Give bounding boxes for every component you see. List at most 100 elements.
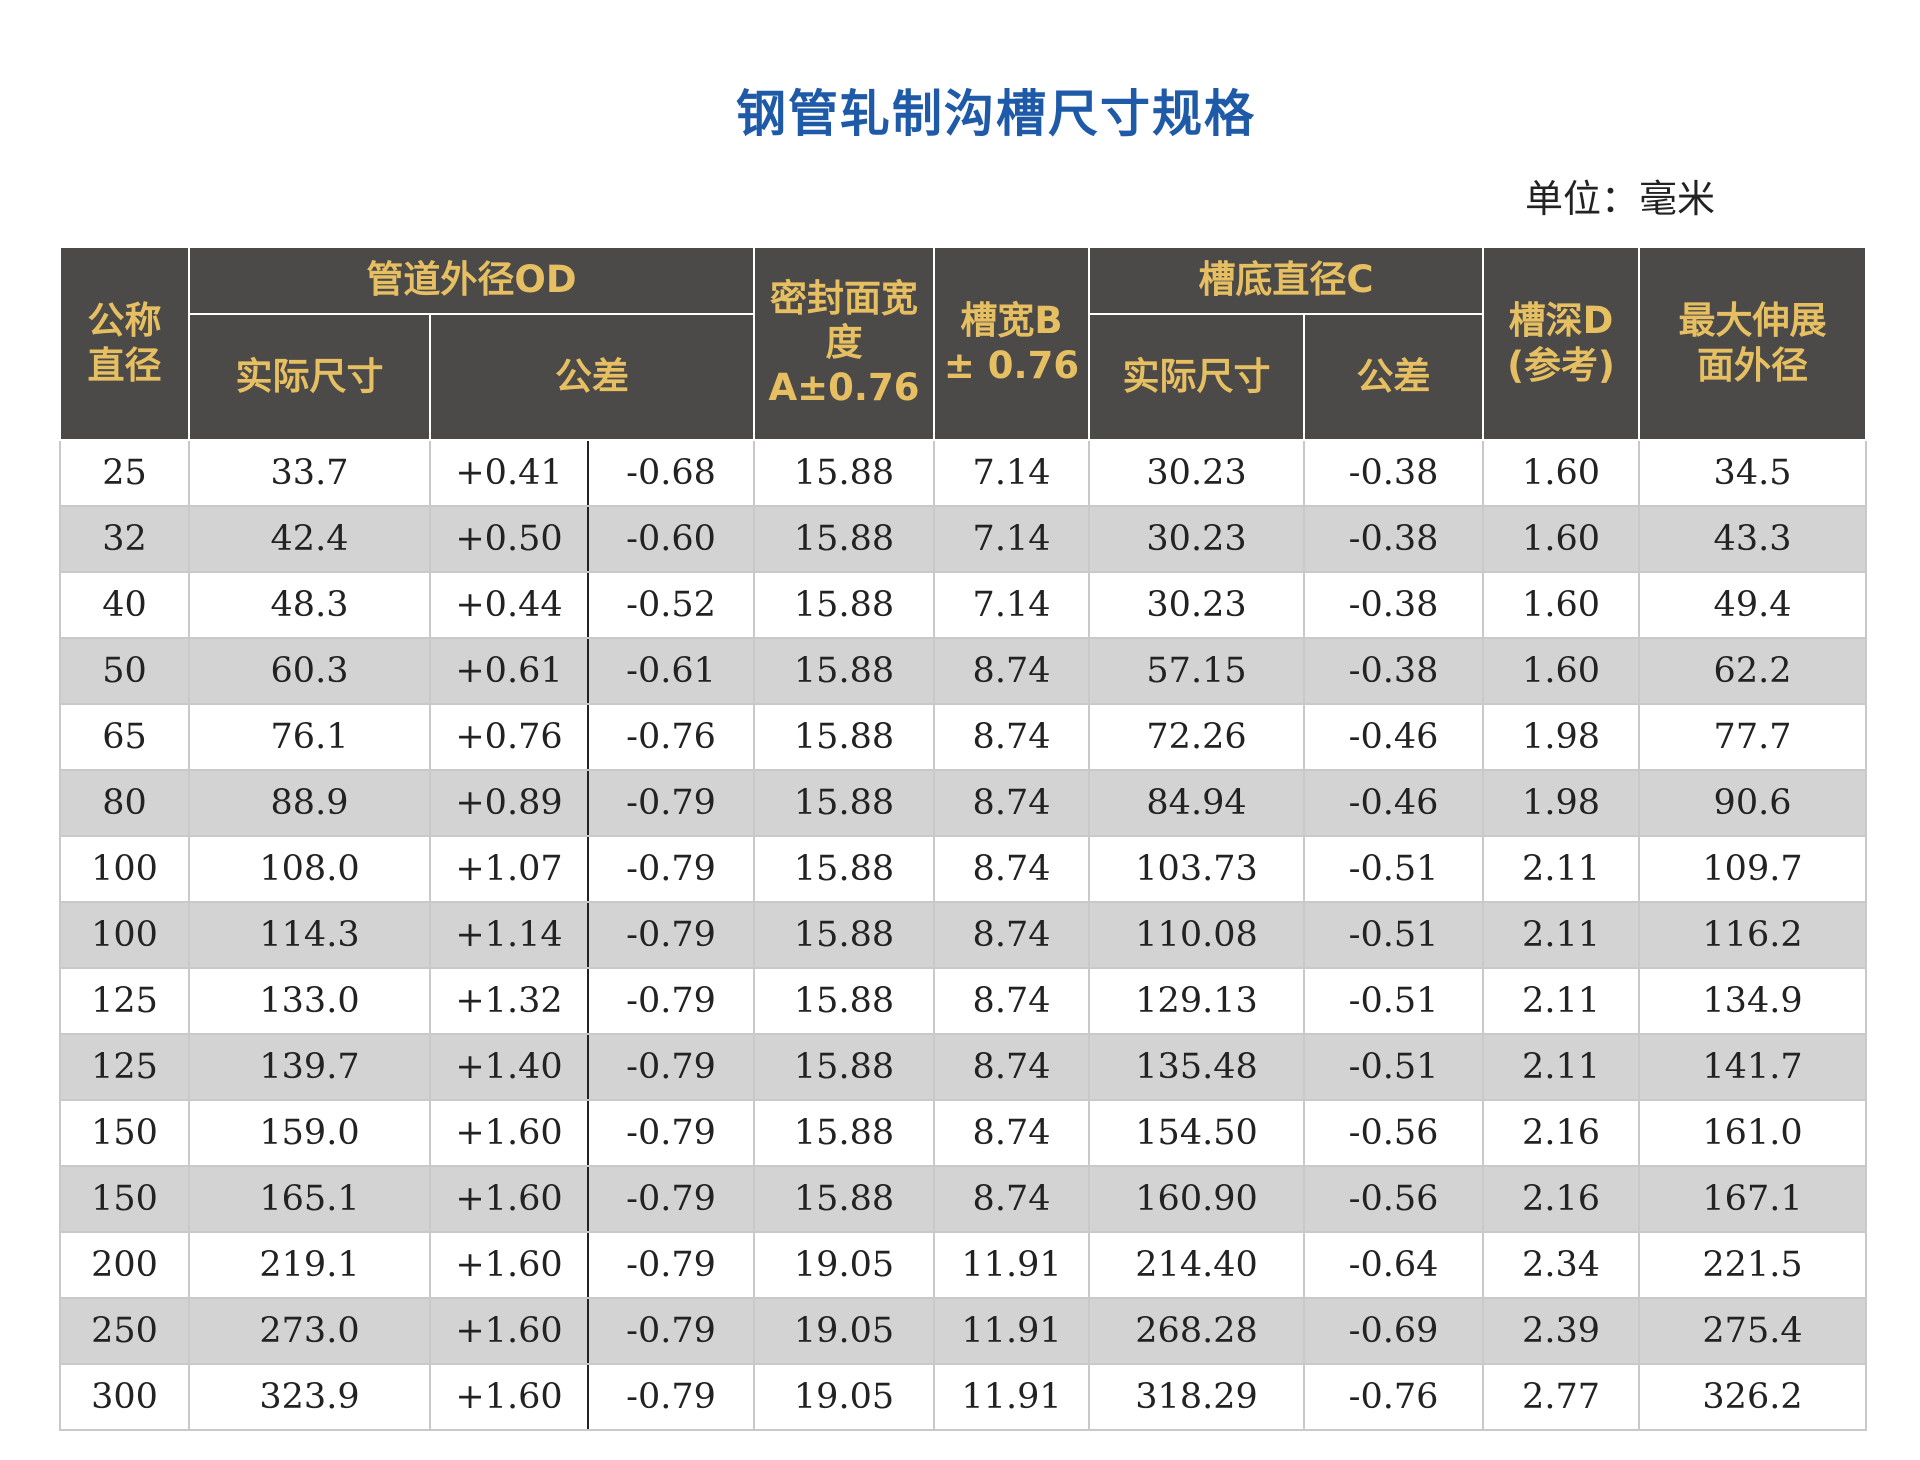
cell-od-actual: 159.0: [188, 1099, 431, 1167]
cell-groove-dia: 72.26: [1088, 703, 1306, 771]
cell-od-tol-minus: -0.79: [586, 1363, 756, 1431]
header-groove-depth: 槽深D (参考): [1482, 246, 1641, 441]
cell-od-actual: 323.9: [188, 1363, 431, 1431]
cell-max-expansion: 221.5: [1638, 1231, 1868, 1299]
cell-groove-dia-tol: -0.46: [1303, 703, 1485, 771]
cell-groove-width: 8.74: [933, 769, 1091, 837]
cell-seal-width: 15.88: [753, 967, 936, 1035]
cell-groove-width: 8.74: [933, 1099, 1091, 1167]
cell-groove-dia-tol: -0.76: [1303, 1363, 1485, 1431]
cell-groove-depth: 1.60: [1482, 637, 1641, 705]
cell-od-tol-plus: +1.32: [429, 967, 589, 1035]
cell-groove-dia: 160.90: [1088, 1165, 1306, 1233]
cell-groove-dia-tol: -0.56: [1303, 1165, 1485, 1233]
cell-od-actual: 33.7: [188, 439, 431, 507]
cell-groove-width: 11.91: [933, 1297, 1091, 1365]
cell-groove-width: 7.14: [933, 505, 1091, 573]
cell-nominal: 300: [59, 1363, 190, 1431]
cell-nominal: 40: [59, 571, 190, 639]
cell-groove-depth: 2.16: [1482, 1165, 1641, 1233]
cell-od-actual: 88.9: [188, 769, 431, 837]
cell-groove-dia: 154.50: [1088, 1099, 1306, 1167]
cell-od-tol-plus: +1.60: [429, 1363, 589, 1431]
cell-groove-dia: 30.23: [1088, 571, 1306, 639]
cell-nominal: 125: [59, 1033, 190, 1101]
cell-nominal: 100: [59, 901, 190, 969]
cell-od-tol-plus: +1.60: [429, 1231, 589, 1299]
cell-nominal: 25: [59, 439, 190, 507]
cell-max-expansion: 43.3: [1638, 505, 1868, 573]
cell-groove-depth: 2.11: [1482, 835, 1641, 903]
header-nominal-diameter: 公称直径: [59, 246, 190, 441]
cell-seal-width: 15.88: [753, 571, 936, 639]
cell-seal-width: 15.88: [753, 703, 936, 771]
cell-groove-dia-tol: -0.51: [1303, 1033, 1485, 1101]
cell-nominal: 100: [59, 835, 190, 903]
cell-od-tol-plus: +1.60: [429, 1099, 589, 1167]
cell-groove-dia-tol: -0.38: [1303, 439, 1485, 507]
cell-od-tol-plus: +1.60: [429, 1297, 589, 1365]
cell-nominal: 50: [59, 637, 190, 705]
cell-groove-dia: 268.28: [1088, 1297, 1306, 1365]
table-row: 250 273.0 +1.60 -0.79 19.05 11.91 268.28…: [59, 1297, 1868, 1365]
cell-nominal: 150: [59, 1099, 190, 1167]
cell-od-actual: 76.1: [188, 703, 431, 771]
cell-groove-depth: 2.39: [1482, 1297, 1641, 1365]
cell-groove-dia: 214.40: [1088, 1231, 1306, 1299]
cell-od-tol-minus: -0.79: [586, 1033, 756, 1101]
cell-max-expansion: 326.2: [1638, 1363, 1868, 1431]
cell-groove-depth: 2.77: [1482, 1363, 1641, 1431]
cell-nominal: 125: [59, 967, 190, 1035]
cell-nominal: 150: [59, 1165, 190, 1233]
cell-od-tol-minus: -0.79: [586, 1297, 756, 1365]
cell-od-actual: 48.3: [188, 571, 431, 639]
cell-groove-width: 8.74: [933, 703, 1091, 771]
cell-od-tol-plus: +1.40: [429, 1033, 589, 1101]
cell-max-expansion: 141.7: [1638, 1033, 1868, 1101]
cell-groove-depth: 1.60: [1482, 571, 1641, 639]
cell-seal-width: 15.88: [753, 769, 936, 837]
cell-od-tol-plus: +1.07: [429, 835, 589, 903]
cell-od-actual: 60.3: [188, 637, 431, 705]
header-groove-diameter-group: 槽底直径C: [1088, 246, 1485, 315]
cell-groove-dia-tol: -0.51: [1303, 967, 1485, 1035]
cell-seal-width: 15.88: [753, 901, 936, 969]
cell-nominal: 32: [59, 505, 190, 573]
cell-max-expansion: 77.7: [1638, 703, 1868, 771]
cell-groove-depth: 2.11: [1482, 1033, 1641, 1101]
cell-groove-dia: 30.23: [1088, 439, 1306, 507]
groove-spec-table: 公称直径 管道外径OD 密封面宽度A±0.76 槽宽B ± 0.76 槽底直径C…: [59, 246, 1868, 1431]
cell-groove-dia-tol: -0.64: [1303, 1231, 1485, 1299]
cell-od-tol-plus: +0.89: [429, 769, 589, 837]
cell-nominal: 200: [59, 1231, 190, 1299]
cell-od-tol-minus: -0.79: [586, 1165, 756, 1233]
table-row: 25 33.7 +0.41 -0.68 15.88 7.14 30.23 -0.…: [59, 439, 1868, 507]
cell-groove-depth: 1.60: [1482, 439, 1641, 507]
cell-groove-depth: 2.34: [1482, 1231, 1641, 1299]
cell-max-expansion: 90.6: [1638, 769, 1868, 837]
cell-groove-dia-tol: -0.38: [1303, 637, 1485, 705]
table-row: 32 42.4 +0.50 -0.60 15.88 7.14 30.23 -0.…: [59, 505, 1868, 573]
cell-od-tol-minus: -0.52: [586, 571, 756, 639]
cell-groove-depth: 2.16: [1482, 1099, 1641, 1167]
cell-max-expansion: 62.2: [1638, 637, 1868, 705]
cell-od-tol-plus: +0.50: [429, 505, 589, 573]
cell-od-tol-minus: -0.79: [586, 835, 756, 903]
cell-od-tol-minus: -0.79: [586, 901, 756, 969]
cell-nominal: 250: [59, 1297, 190, 1365]
table-row: 125 133.0 +1.32 -0.79 15.88 8.74 129.13 …: [59, 967, 1868, 1035]
table-row: 150 165.1 +1.60 -0.79 15.88 8.74 160.90 …: [59, 1165, 1868, 1233]
cell-groove-depth: 1.60: [1482, 505, 1641, 573]
table-row: 40 48.3 +0.44 -0.52 15.88 7.14 30.23 -0.…: [59, 571, 1868, 639]
cell-nominal: 80: [59, 769, 190, 837]
cell-seal-width: 19.05: [753, 1363, 936, 1431]
header-groove-dia-actual: 实际尺寸: [1088, 313, 1306, 441]
cell-groove-width: 11.91: [933, 1363, 1091, 1431]
cell-od-actual: 139.7: [188, 1033, 431, 1101]
cell-groove-dia-tol: -0.69: [1303, 1297, 1485, 1365]
cell-od-actual: 133.0: [188, 967, 431, 1035]
cell-groove-dia: 135.48: [1088, 1033, 1306, 1101]
cell-seal-width: 19.05: [753, 1297, 936, 1365]
cell-groove-depth: 2.11: [1482, 901, 1641, 969]
unit-label: 单位：毫米: [1525, 177, 1716, 221]
